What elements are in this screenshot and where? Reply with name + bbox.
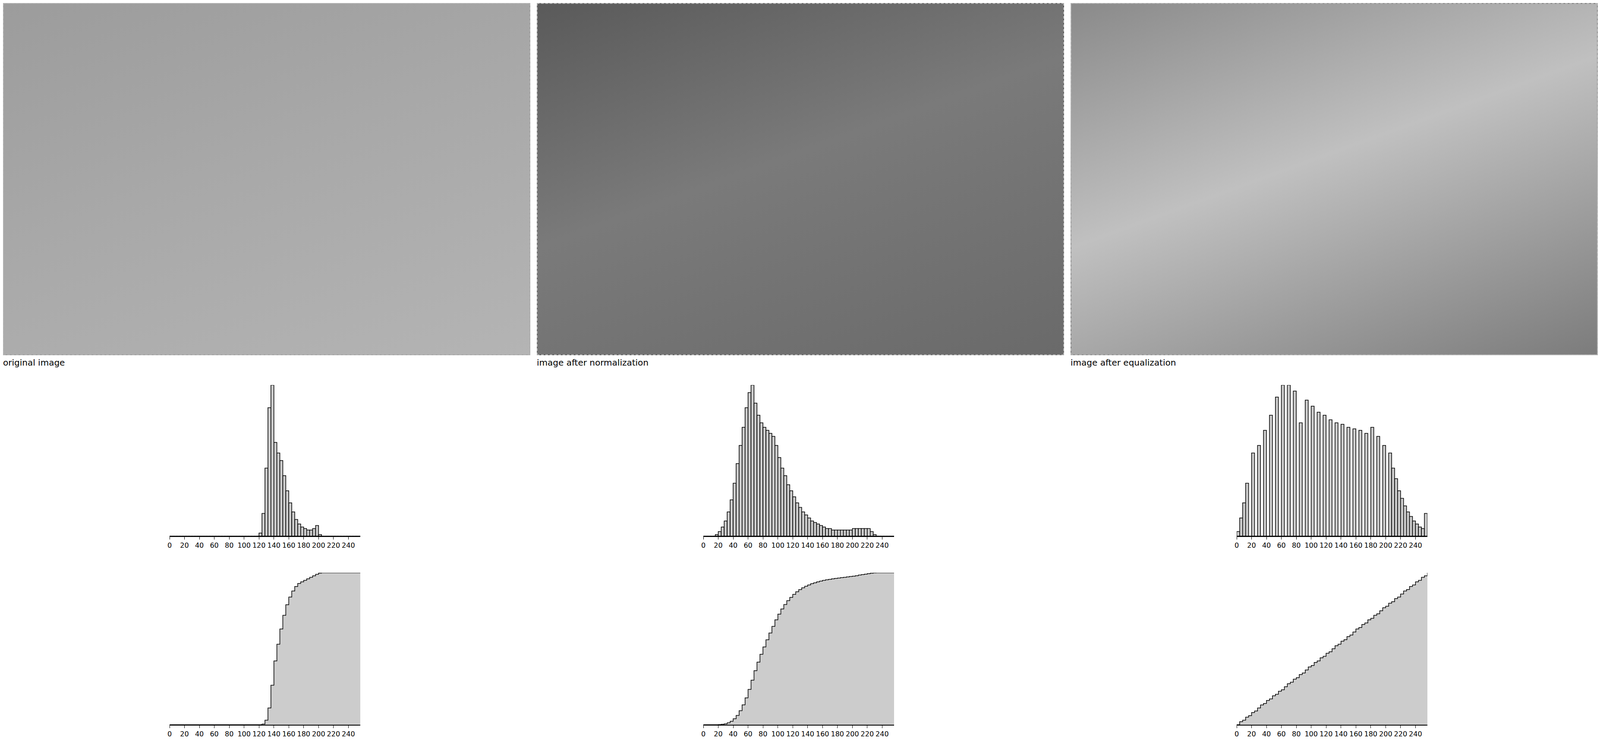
svg-text:160: 160 [815, 541, 830, 550]
svg-text:220: 220 [860, 729, 875, 738]
svg-text:40: 40 [195, 729, 204, 738]
svg-text:20: 20 [713, 541, 723, 550]
svg-text:120: 120 [1319, 729, 1333, 738]
svg-text:0: 0 [1234, 541, 1239, 550]
svg-text:180: 180 [831, 541, 845, 550]
svg-text:40: 40 [195, 541, 204, 550]
svg-text:60: 60 [209, 729, 219, 738]
svg-text:20: 20 [179, 541, 189, 550]
svg-text:0: 0 [167, 729, 172, 738]
svg-text:140: 140 [267, 541, 281, 550]
svg-text:100: 100 [1304, 541, 1318, 550]
svg-text:160: 160 [282, 541, 296, 550]
svg-text:240: 240 [341, 729, 356, 738]
svg-text:200: 200 [845, 729, 860, 738]
svg-text:240: 240 [1408, 541, 1423, 550]
svg-text:100: 100 [771, 729, 785, 738]
svg-text:100: 100 [1304, 729, 1318, 738]
svg-text:60: 60 [209, 541, 219, 550]
svg-text:120: 120 [786, 729, 800, 738]
svg-text:240: 240 [875, 541, 889, 550]
svg-text:120: 120 [252, 541, 266, 550]
svg-text:200: 200 [1379, 729, 1393, 738]
svg-text:200: 200 [311, 729, 326, 738]
svg-text:40: 40 [1262, 729, 1271, 738]
svg-text:80: 80 [224, 729, 234, 738]
svg-text:140: 140 [1334, 729, 1348, 738]
html-text:image after normalization: image after normalization [536, 357, 649, 368]
svg-text:140: 140 [1334, 541, 1348, 550]
svg-text:80: 80 [758, 541, 768, 550]
svg-text:240: 240 [875, 729, 889, 738]
svg-text:200: 200 [311, 541, 326, 550]
svg-text:240: 240 [1408, 729, 1423, 738]
svg-text:40: 40 [728, 729, 738, 738]
svg-text:60: 60 [1276, 729, 1286, 738]
svg-text:0: 0 [701, 541, 706, 550]
svg-text:240: 240 [341, 541, 356, 550]
svg-text:160: 160 [1349, 541, 1363, 550]
svg-text:220: 220 [860, 541, 875, 550]
svg-text:220: 220 [1394, 729, 1408, 738]
svg-text:0: 0 [167, 541, 172, 550]
svg-text:80: 80 [224, 541, 234, 550]
svg-text:120: 120 [252, 729, 266, 738]
svg-text:120: 120 [786, 541, 800, 550]
svg-text:160: 160 [1349, 729, 1363, 738]
html-text:original image: original image [3, 357, 65, 368]
svg-text:100: 100 [237, 729, 251, 738]
svg-text:80: 80 [1291, 541, 1301, 550]
svg-text:180: 180 [1364, 729, 1378, 738]
html-text:image after equalization: image after equalization [1070, 357, 1177, 368]
svg-text:20: 20 [713, 729, 723, 738]
svg-text:180: 180 [297, 729, 311, 738]
svg-text:180: 180 [1364, 541, 1378, 550]
svg-text:40: 40 [728, 541, 738, 550]
svg-text:140: 140 [800, 541, 815, 550]
svg-text:80: 80 [758, 729, 768, 738]
svg-text:140: 140 [800, 729, 815, 738]
svg-text:220: 220 [327, 541, 341, 550]
svg-text:100: 100 [237, 541, 251, 550]
svg-text:80: 80 [1291, 729, 1301, 738]
svg-text:0: 0 [701, 729, 706, 738]
svg-text:180: 180 [297, 541, 311, 550]
svg-text:160: 160 [815, 729, 830, 738]
svg-text:60: 60 [1276, 541, 1286, 550]
svg-text:200: 200 [1379, 541, 1393, 550]
svg-text:20: 20 [179, 729, 189, 738]
svg-text:0: 0 [1234, 729, 1239, 738]
svg-text:220: 220 [1394, 541, 1408, 550]
svg-text:180: 180 [831, 729, 845, 738]
svg-text:20: 20 [1247, 541, 1256, 550]
svg-text:60: 60 [743, 729, 753, 738]
svg-text:200: 200 [845, 541, 860, 550]
svg-text:160: 160 [282, 729, 296, 738]
svg-text:140: 140 [267, 729, 281, 738]
svg-text:120: 120 [1319, 541, 1333, 550]
svg-text:100: 100 [771, 541, 785, 550]
svg-text:220: 220 [327, 729, 341, 738]
svg-text:20: 20 [1247, 729, 1256, 738]
svg-text:60: 60 [743, 541, 753, 550]
svg-text:40: 40 [1262, 541, 1271, 550]
